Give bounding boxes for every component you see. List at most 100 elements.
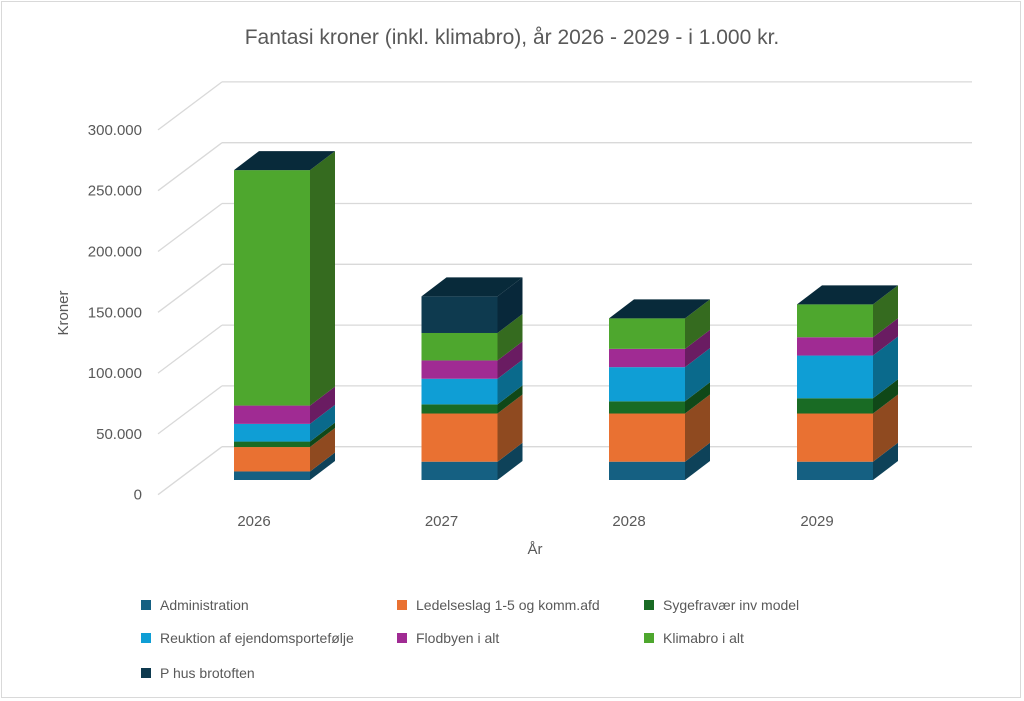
y-tick-label: 0 <box>134 487 142 504</box>
legend-item[interactable]: Klimabro i alt <box>644 630 744 646</box>
bar-segment-side <box>685 348 710 402</box>
bar-segment-side <box>497 341 523 379</box>
bar-top <box>609 299 710 319</box>
bar-segment-side <box>873 285 898 338</box>
y-tick-label: 100.000 <box>88 365 142 382</box>
x-axis-ticks: 2026 2027 2028 2029 <box>237 513 833 530</box>
bar-segment-side <box>310 428 335 472</box>
bar-segment <box>797 304 873 338</box>
bar-segment-side <box>497 313 523 361</box>
legend-item[interactable]: P hus brotoften <box>141 665 255 681</box>
bar-segment <box>797 461 873 480</box>
bar-segment-side <box>873 442 898 480</box>
bar-top <box>797 285 898 305</box>
legend-label: Klimabro i alt <box>663 630 744 646</box>
legend-item[interactable]: Flodbyen i alt <box>397 630 499 646</box>
legend-label: Reuktion af ejendomsportefølje <box>160 630 354 646</box>
bar-segment <box>421 404 498 414</box>
bar-segment <box>609 461 685 480</box>
bar-segment <box>797 337 873 356</box>
bar-segment <box>797 398 873 414</box>
bar-segment <box>234 447 310 472</box>
x-tick-label: 2027 <box>425 513 458 530</box>
bar-2027 <box>421 277 523 480</box>
bar-segment-side <box>497 394 523 462</box>
bar-segment <box>797 413 873 462</box>
bar-top <box>234 151 335 171</box>
legend-label: Flodbyen i alt <box>416 630 499 646</box>
bar-2026 <box>234 151 335 480</box>
bar-segment <box>421 332 498 361</box>
bar-top <box>421 277 523 297</box>
bar-segment <box>234 441 310 448</box>
bar-segment <box>609 413 685 462</box>
bar-segment-side <box>873 394 898 462</box>
legend-swatch <box>644 600 654 610</box>
bar-segment-side <box>873 318 898 356</box>
legend-item[interactable]: Sygefravær inv model <box>644 597 799 613</box>
legend-swatch <box>644 633 654 643</box>
bar-segment <box>421 296 498 333</box>
bar-2028 <box>609 299 710 480</box>
legend-swatch <box>141 600 151 610</box>
bar-segment-side <box>310 452 335 480</box>
gridline-side <box>157 385 223 435</box>
bar-segment-side <box>497 277 523 333</box>
gridline-side <box>157 324 223 374</box>
bar-segment-side <box>685 382 710 414</box>
bar-segment <box>609 367 685 402</box>
bar-segment-side <box>310 386 335 424</box>
y-tick-label: 50.000 <box>96 426 142 443</box>
bar-segment <box>797 355 873 399</box>
bar-segment-side <box>310 404 335 442</box>
legend: Administration Ledelseslag 1-5 og komm.af… <box>141 597 799 681</box>
bar-segment-side <box>497 385 523 414</box>
gridline-side <box>157 202 223 253</box>
bar-2029 <box>797 285 898 480</box>
y-tick-label: 250.000 <box>88 183 142 200</box>
legend-label: Sygefravær inv model <box>663 597 799 613</box>
x-tick-label: 2028 <box>612 513 645 530</box>
legend-swatch <box>397 633 407 643</box>
bar-segment <box>421 360 498 379</box>
y-axis-ticks: 0 50.000 100.000 150.000 200.000 250.000 300.0… <box>88 122 142 504</box>
bar-segment <box>421 461 498 480</box>
bar-segment-side <box>685 442 710 480</box>
bar-segment <box>609 348 685 368</box>
legend-item[interactable]: Administration <box>141 597 249 613</box>
bar-segment <box>421 413 498 462</box>
y-axis-title: Kroner <box>55 290 72 335</box>
gridline-side <box>157 81 223 131</box>
legend-item[interactable]: Ledelseslag 1-5 og komm.afd <box>397 597 600 613</box>
bar-segment-side <box>685 329 710 368</box>
bars <box>234 151 898 480</box>
bar-segment-side <box>310 151 335 406</box>
bar-segment <box>234 405 310 424</box>
y-tick-label: 200.000 <box>88 244 142 261</box>
gridline-side <box>157 446 223 496</box>
legend-swatch <box>397 600 407 610</box>
bar-segment <box>234 471 310 480</box>
bar-segment-side <box>873 336 898 399</box>
legend-swatch <box>141 633 151 643</box>
bar-segment-side <box>310 422 335 448</box>
bar-segment-side <box>497 442 523 480</box>
legend-label: P hus brotoften <box>160 665 255 681</box>
y-tick-label: 300.000 <box>88 122 142 139</box>
bar-segment <box>421 378 498 405</box>
bar-segment-side <box>497 359 523 405</box>
y-tick-label: 150.000 <box>88 304 142 321</box>
gridline-side <box>157 263 223 313</box>
bar-segment-side <box>685 299 710 349</box>
x-axis-title: År <box>528 541 543 558</box>
bar-segment <box>234 423 310 442</box>
legend-label: Administration <box>160 597 249 613</box>
chart-title: Fantasi kroner (inkl. klimabro), år 2026… <box>245 26 780 49</box>
legend-label: Ledelseslag 1-5 og komm.afd <box>416 597 600 613</box>
legend-item[interactable]: Reuktion af ejendomsportefølje <box>141 630 354 646</box>
x-tick-label: 2026 <box>237 513 270 530</box>
gridline-side <box>157 142 223 192</box>
bar-segment-side <box>873 379 898 414</box>
